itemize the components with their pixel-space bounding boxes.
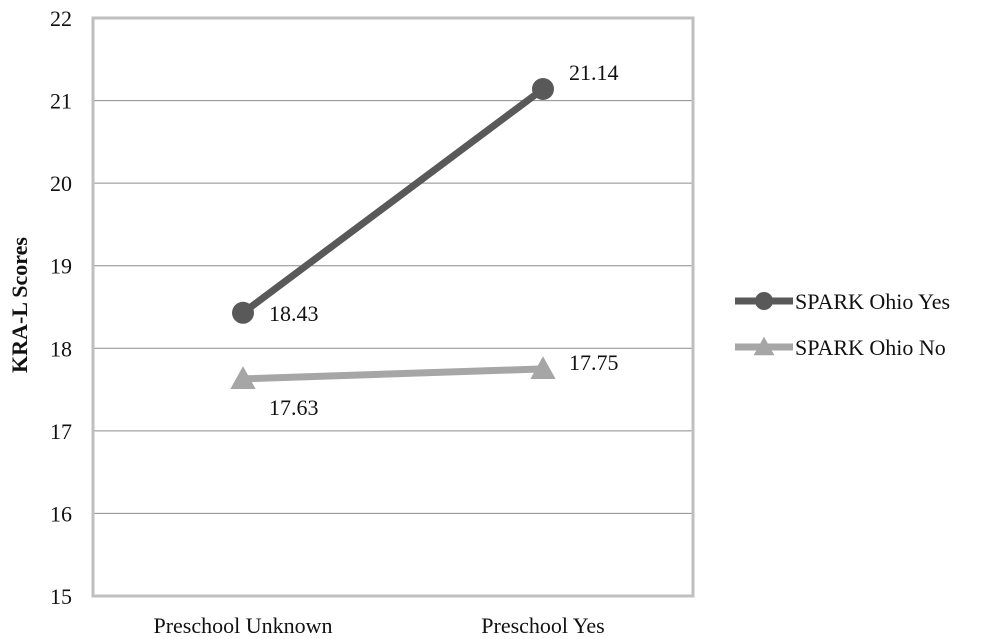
marker-point xyxy=(230,366,256,389)
y-tick-label: 16 xyxy=(50,501,72,526)
y-axis-tick-labels: 15 16 17 18 19 20 21 22 xyxy=(50,6,72,609)
x-tick-label: Preschool Unknown xyxy=(153,613,332,638)
y-tick-label: 19 xyxy=(50,254,72,279)
data-label: 17.63 xyxy=(269,395,319,420)
legend-item: SPARK Ohio Yes xyxy=(735,289,950,314)
series-0: 18.43 21.14 xyxy=(232,60,619,326)
y-tick-label: 22 xyxy=(50,6,72,31)
data-label: 21.14 xyxy=(569,60,619,85)
y-tick-label: 15 xyxy=(50,584,72,609)
legend-item: SPARK Ohio No xyxy=(735,335,946,360)
y-tick-label: 20 xyxy=(50,171,72,196)
y-tick-label: 17 xyxy=(50,419,72,444)
legend-label: SPARK Ohio No xyxy=(795,335,946,360)
marker-point xyxy=(753,336,775,356)
data-label: 18.43 xyxy=(269,301,319,326)
legend-label: SPARK Ohio Yes xyxy=(795,289,950,314)
y-axis-title: KRA-L Scores xyxy=(7,237,32,373)
y-tick-label: 21 xyxy=(50,89,72,114)
series-line xyxy=(239,365,547,383)
marker-point xyxy=(232,301,254,324)
x-tick-label: Preschool Yes xyxy=(481,613,604,638)
data-label: 17.75 xyxy=(569,350,619,375)
marker-point xyxy=(530,356,556,380)
series-1: 17.63 17.75 xyxy=(230,350,619,420)
legend: SPARK Ohio Yes SPARK Ohio No xyxy=(735,289,950,360)
marker-point xyxy=(532,78,554,101)
x-axis-tick-labels: Preschool Unknown Preschool Yes xyxy=(153,613,604,638)
plot-area-frame xyxy=(91,16,695,598)
series-layer: 18.43 21.14 17.63 17.75 xyxy=(230,60,619,420)
gridlines xyxy=(93,100,693,514)
marker-point xyxy=(755,292,773,310)
y-tick-label: 18 xyxy=(50,336,72,361)
series-line xyxy=(239,85,547,317)
